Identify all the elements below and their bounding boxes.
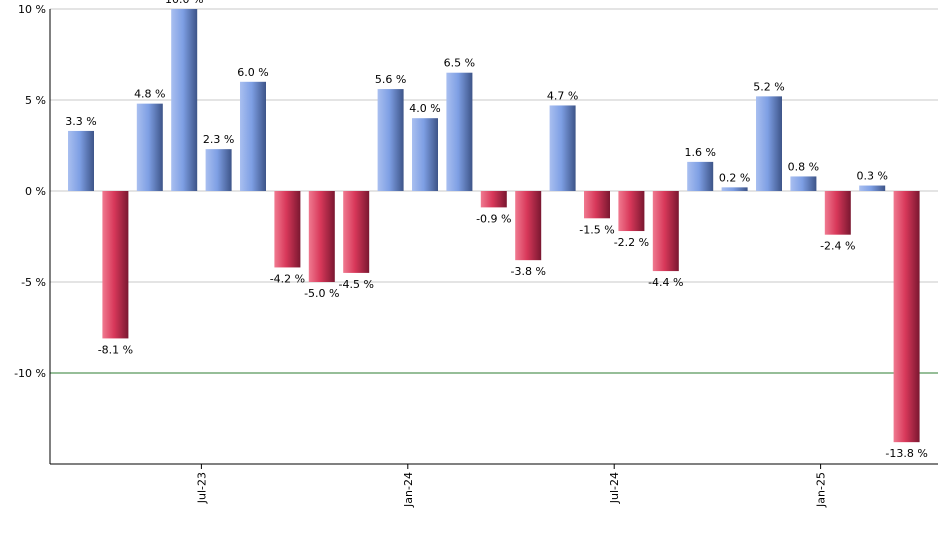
- data-label: 5.6 %: [375, 73, 406, 86]
- x-tick-label: Jan-25: [815, 472, 828, 508]
- data-label: -2.2 %: [614, 236, 649, 249]
- data-label: 6.0 %: [237, 66, 268, 79]
- bar: [274, 191, 301, 268]
- data-label: -8.1 %: [98, 343, 133, 356]
- bar: [893, 191, 920, 443]
- y-tick-label: 5 %: [25, 94, 46, 107]
- data-label: -4.2 %: [270, 272, 305, 285]
- bar: [687, 161, 714, 191]
- data-label: 4.0 %: [409, 102, 440, 115]
- data-label: 3.3 %: [65, 115, 96, 128]
- bar: [721, 187, 748, 191]
- data-label: 4.8 %: [134, 88, 165, 101]
- bar: [171, 9, 198, 191]
- data-label: 0.2 %: [719, 171, 750, 184]
- data-label: -3.8 %: [510, 265, 545, 278]
- y-tick-label: -10 %: [14, 367, 46, 380]
- bar: [205, 149, 232, 191]
- data-label: -4.5 %: [338, 278, 373, 291]
- data-label: 10.0 %: [165, 0, 203, 6]
- bar: [377, 89, 404, 191]
- y-tick-label: 0 %: [25, 185, 46, 198]
- bar: [549, 105, 576, 191]
- bar: [756, 96, 782, 191]
- data-label: 5.2 %: [753, 80, 784, 93]
- bars: [68, 9, 920, 443]
- data-label: -4.4 %: [648, 276, 683, 289]
- data-label: 1.6 %: [684, 146, 715, 159]
- bar: [102, 191, 129, 339]
- data-label: 4.7 %: [547, 89, 578, 102]
- x-tick-label: Jul-24: [608, 472, 621, 504]
- bar: [480, 191, 507, 208]
- data-label: 6.5 %: [444, 57, 475, 70]
- bar: [652, 191, 679, 272]
- bar: [412, 118, 438, 191]
- bar: [343, 191, 370, 273]
- data-label: 0.3 %: [856, 170, 887, 183]
- bar: [515, 191, 542, 261]
- bar: [824, 191, 851, 235]
- y-tick-label: 10 %: [18, 3, 46, 16]
- data-labels: 3.3 % -8.1 % 4.8 % 10.0 % 2.3 % 6.0 % -4.2 % -5…: [65, 0, 928, 460]
- bar: [68, 130, 94, 191]
- bar: [790, 176, 817, 191]
- bar: [136, 103, 163, 191]
- data-label: -5.0 %: [304, 287, 339, 300]
- bar: [618, 191, 645, 232]
- bar: [859, 185, 886, 191]
- y-tick-label: -5 %: [21, 276, 46, 289]
- bar: [240, 81, 266, 191]
- bar: [446, 72, 473, 191]
- data-label: -0.9 %: [476, 212, 511, 225]
- x-tick-label: Jan-24: [402, 472, 415, 508]
- bar: [584, 191, 610, 219]
- axes: 10 % 5 % 0 % -5 % -10 % Jul-23 Jan-24 Jul-24 Jan…: [14, 3, 938, 508]
- data-label: -1.5 %: [579, 223, 614, 236]
- data-label: -13.8 %: [885, 447, 927, 460]
- data-label: -2.4 %: [820, 240, 855, 253]
- data-label: 0.8 %: [788, 160, 819, 173]
- data-label: 2.3 %: [203, 133, 234, 146]
- x-tick-label: Jul-23: [195, 472, 208, 504]
- bar: [308, 191, 335, 282]
